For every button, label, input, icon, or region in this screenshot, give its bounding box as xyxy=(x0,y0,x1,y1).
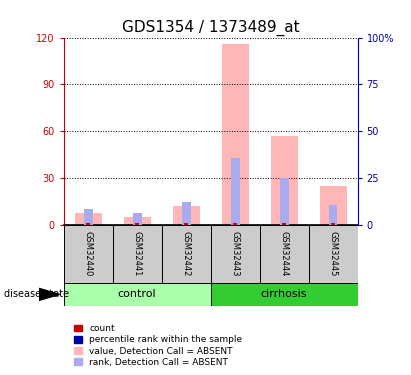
Bar xyxy=(136,224,139,225)
Text: GSM32443: GSM32443 xyxy=(231,231,240,277)
Bar xyxy=(320,186,346,225)
Title: GDS1354 / 1373489_at: GDS1354 / 1373489_at xyxy=(122,20,300,36)
Bar xyxy=(233,224,237,225)
Text: control: control xyxy=(118,290,157,299)
Legend: count, percentile rank within the sample, value, Detection Call = ABSENT, rank, : count, percentile rank within the sample… xyxy=(70,321,246,370)
Bar xyxy=(331,224,335,225)
Bar xyxy=(182,202,191,225)
Bar xyxy=(64,225,113,283)
Bar xyxy=(64,283,210,306)
Bar xyxy=(222,44,249,225)
Bar xyxy=(260,225,309,283)
Bar xyxy=(329,206,337,225)
Bar xyxy=(124,217,151,225)
Bar xyxy=(133,213,141,225)
Bar xyxy=(75,213,102,225)
Bar xyxy=(211,283,358,306)
Bar xyxy=(211,225,260,283)
Text: GSM32444: GSM32444 xyxy=(279,231,289,277)
Text: GSM32442: GSM32442 xyxy=(182,231,191,277)
Bar xyxy=(231,158,240,225)
Polygon shape xyxy=(39,288,60,300)
Text: disease state: disease state xyxy=(4,289,69,299)
Text: GSM32440: GSM32440 xyxy=(84,231,93,277)
Bar xyxy=(282,224,286,225)
Bar xyxy=(280,178,289,225)
Bar xyxy=(113,225,162,283)
Text: cirrhosis: cirrhosis xyxy=(261,290,307,299)
Bar xyxy=(86,224,90,225)
Text: GSM32445: GSM32445 xyxy=(328,231,337,277)
Bar xyxy=(162,225,211,283)
Bar xyxy=(185,224,188,225)
Bar xyxy=(173,206,200,225)
Text: GSM32441: GSM32441 xyxy=(133,231,142,277)
Bar xyxy=(309,225,358,283)
Bar xyxy=(270,136,298,225)
Bar xyxy=(84,209,92,225)
